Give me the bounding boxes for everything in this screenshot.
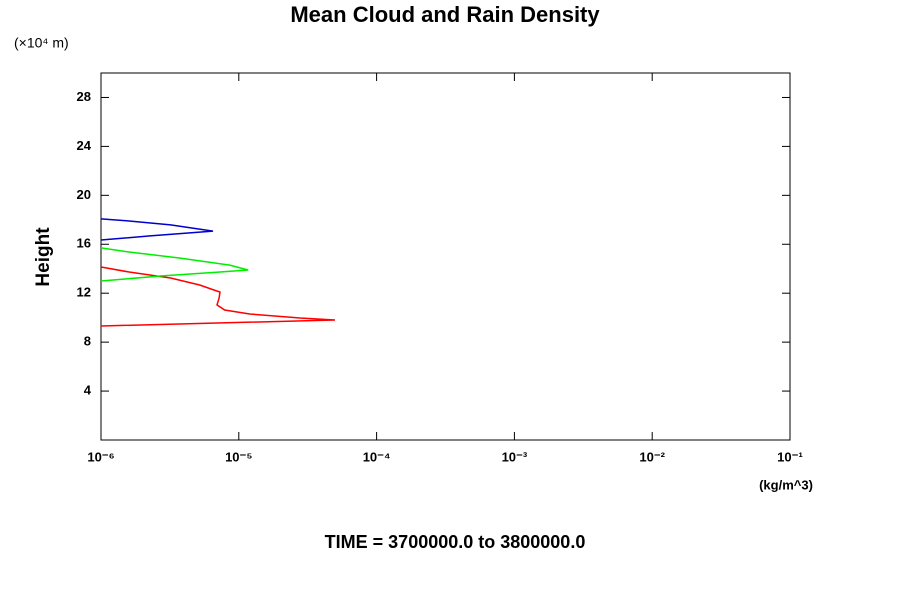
plot-frame [100, 72, 791, 441]
y-tick-label: 28 [77, 89, 91, 104]
x-tick-label: 10⁻⁴ [363, 449, 391, 464]
data-line [100, 247, 249, 282]
footer: TIME = 3700000.0 to 3800000.0 [325, 532, 586, 552]
x-tick-label: 10⁻⁶ [87, 449, 114, 464]
y-tick-label: 8 [84, 334, 91, 349]
data-line [100, 218, 214, 241]
y-tick-label: 12 [77, 285, 91, 300]
y-tick-label: 4 [84, 383, 92, 398]
chart-title: Mean Cloud and Rain Density [290, 2, 600, 27]
x-tick-label: 10⁻³ [502, 449, 528, 464]
y-tick-label: 16 [77, 236, 91, 251]
y-axis-label: Height [33, 227, 54, 287]
y-tick-label: 20 [77, 187, 91, 202]
x-tick-label: 10⁻² [639, 449, 665, 464]
y-unit: (×10⁴ m) [14, 35, 69, 51]
x-tick-label: 10⁻¹ [777, 449, 803, 464]
x-tick-label: 10⁻⁵ [225, 449, 252, 464]
y-tick-label: 24 [77, 138, 92, 153]
x-unit: (kg/m^3) [759, 477, 813, 492]
data-line [100, 266, 336, 327]
